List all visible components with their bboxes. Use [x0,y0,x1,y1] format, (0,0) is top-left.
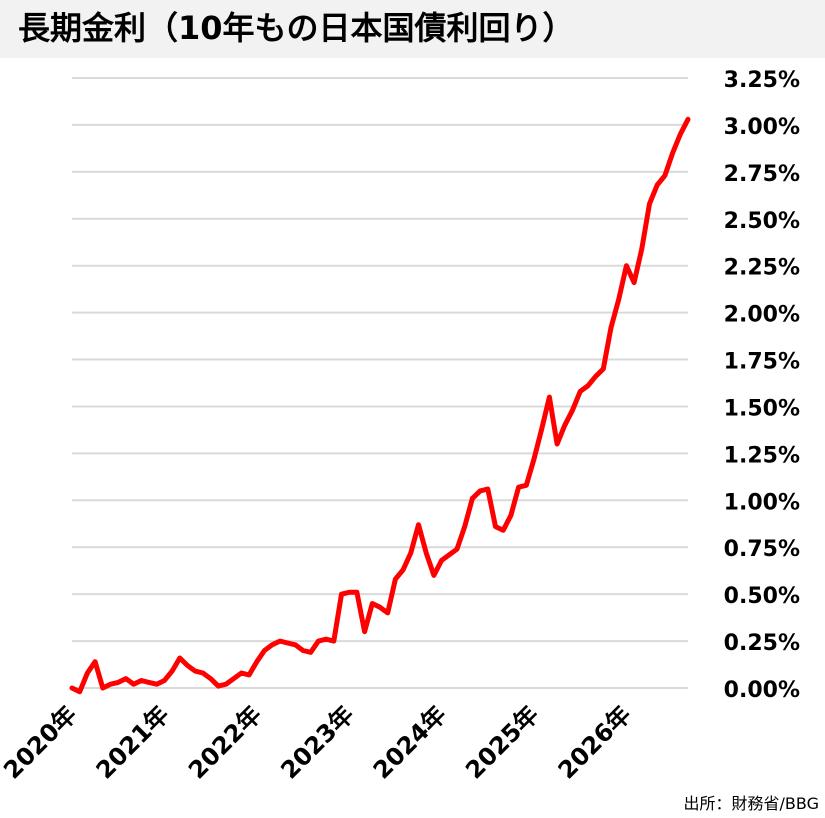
y-tick-label: 3.00% [724,115,800,140]
series-group [69,116,691,695]
y-tick-label: 1.00% [724,490,800,515]
x-tick-label: 2024年 [368,700,452,784]
yield-line [69,116,691,695]
x-tick-label: 2022年 [183,700,267,784]
y-tick-label: 2.25% [724,256,800,281]
y-tick-label: 1.25% [724,443,800,468]
gridlines [72,77,688,689]
y-tick-label: 2.50% [724,209,800,234]
chart-canvas: 0.00% 0.25% 0.50% 0.75% 1.00% 1.25% 1.50% 1.75%… [0,68,800,784]
x-axis-ticks: 2020年 2021年 2022年 2023年 2024年 2025年 2026年 [0,700,637,784]
x-tick-label: 2023年 [275,700,359,784]
y-tick-label: 1.75% [724,350,800,375]
y-axis-ticks: 0.00% 0.25% 0.50% 0.75% 1.00% 1.25% 1.50% 1.75%… [724,68,800,703]
source-note: 出所：財務省/BBG [683,794,819,813]
x-tick-label: 2020年 [0,700,82,784]
title-bar: 長期金利（10年もの日本国債利回り） [0,0,825,58]
y-tick-label: 0.75% [724,537,800,562]
y-tick-label: 2.75% [724,162,800,187]
y-tick-label: 3.25% [724,68,800,93]
y-tick-label: 1.50% [724,396,800,421]
x-tick-label: 2025年 [460,700,544,784]
y-tick-label: 0.00% [724,678,800,703]
x-tick-label: 2026年 [553,700,637,784]
y-tick-label: 2.00% [724,303,800,328]
x-tick-label: 2021年 [91,700,175,784]
y-tick-label: 0.50% [724,584,800,609]
chart-title: 長期金利（10年もの日本国債利回り） [18,9,575,47]
y-tick-label: 0.25% [724,631,800,656]
